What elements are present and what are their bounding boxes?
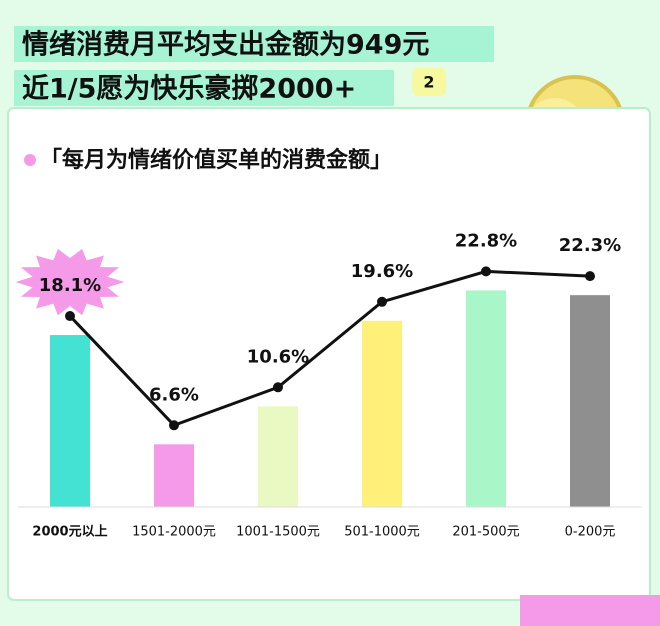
badge: 2 bbox=[423, 73, 434, 92]
decoration-strip bbox=[520, 595, 660, 626]
bar bbox=[154, 444, 194, 507]
line-point bbox=[377, 296, 387, 307]
title-highlight bbox=[14, 26, 494, 62]
value-label: 19.6% bbox=[351, 261, 413, 282]
highlight-burst bbox=[15, 248, 125, 316]
title-line: 情绪消费月平均支出金额为949元 bbox=[22, 29, 429, 61]
badge-box bbox=[412, 68, 446, 96]
bar bbox=[466, 290, 506, 507]
x-tick-label: 501-1000元 bbox=[344, 525, 420, 540]
title-highlight bbox=[14, 70, 394, 106]
value-label: 22.3% bbox=[559, 235, 621, 256]
x-tick-label: 201-500元 bbox=[452, 525, 519, 540]
bar bbox=[570, 295, 610, 507]
value-label: 22.8% bbox=[455, 230, 517, 251]
line-point bbox=[273, 382, 283, 393]
x-tick-label: 0-200元 bbox=[565, 525, 616, 540]
x-tick-label: 2000元以上 bbox=[32, 525, 107, 540]
x-tick-label: 1001-1500元 bbox=[236, 525, 320, 540]
bar bbox=[50, 335, 90, 507]
x-tick-label: 1501-2000元 bbox=[132, 525, 216, 540]
subtitle-dot bbox=[24, 154, 36, 166]
title-line: 近1/5愿为快乐豪掷2000+ bbox=[22, 73, 356, 105]
line-point bbox=[169, 420, 179, 431]
bar bbox=[258, 406, 298, 507]
subtitle: 「每月为情绪价值买单的消费金额」 bbox=[40, 147, 392, 173]
value-label: 18.1% bbox=[39, 275, 101, 296]
value-label: 6.6% bbox=[149, 384, 199, 405]
line-point bbox=[585, 271, 595, 282]
value-label: 10.6% bbox=[247, 346, 309, 367]
bar bbox=[362, 320, 402, 507]
line-point bbox=[481, 266, 491, 277]
trend-line bbox=[68, 269, 591, 428]
line-point bbox=[65, 311, 75, 322]
